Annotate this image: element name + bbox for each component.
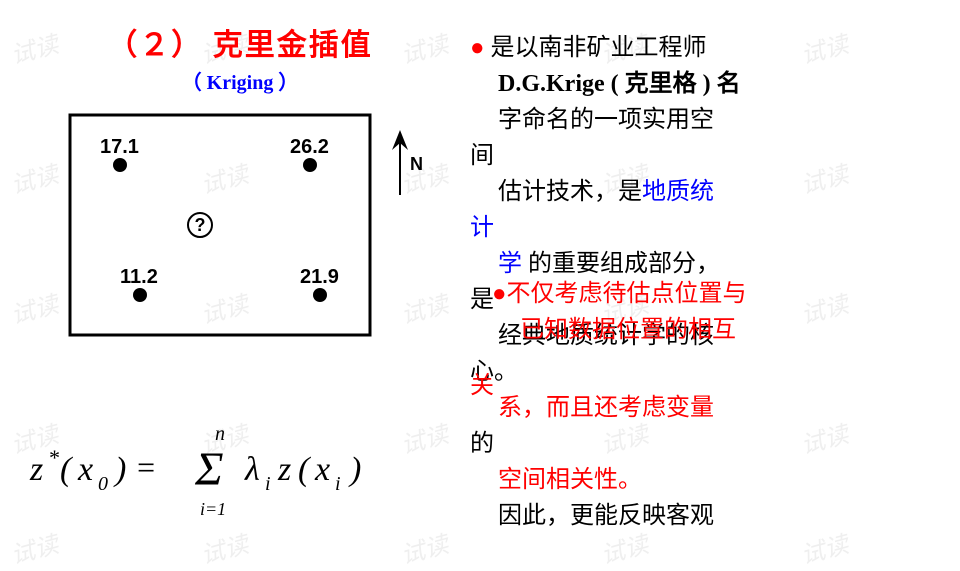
title-sub: （ Kriging ） [30,66,450,95]
svg-text:21.9: 21.9 [300,266,339,288]
svg-text:x: x [77,451,93,488]
svg-text:λ: λ [244,451,260,488]
svg-text:(: ( [298,451,312,488]
svg-text:26.2: 26.2 [290,136,329,158]
svg-text:n: n [215,423,225,445]
svg-text:=: = [135,449,157,485]
svg-text:N: N [410,154,423,174]
svg-text:i=1: i=1 [200,499,226,519]
svg-text:x: x [314,451,330,488]
watermark: 试读 [396,524,451,570]
svg-text:z: z [277,451,291,488]
svg-text:): ) [113,451,126,488]
svg-text:0: 0 [98,473,108,495]
svg-text:z: z [29,451,43,488]
svg-text:17.1: 17.1 [100,136,139,158]
svg-text:*: * [48,445,59,470]
watermark: 试读 [6,524,61,570]
svg-text:Σ: Σ [194,443,224,496]
svg-text:(: ( [60,451,74,488]
svg-text:i: i [335,473,341,495]
kriging-diagram: 17.1 26.2 11.2 21.9? N [60,105,450,350]
title-main: （２） 克里金插值 [30,20,450,64]
kriging-formula: z * ( x 0 ) = n Σ i=1 λ i z ( x i ) [20,420,440,528]
svg-text:?: ? [195,215,206,235]
svg-text:11.2: 11.2 [120,266,158,288]
description-text: ● 是以南非矿业工程师 D.G.Krige ( 克里格 ) 名 字命名的一项实用… [470,30,950,534]
svg-text:i: i [265,473,271,495]
svg-text:): ) [348,451,361,488]
watermark: 试读 [196,524,251,570]
